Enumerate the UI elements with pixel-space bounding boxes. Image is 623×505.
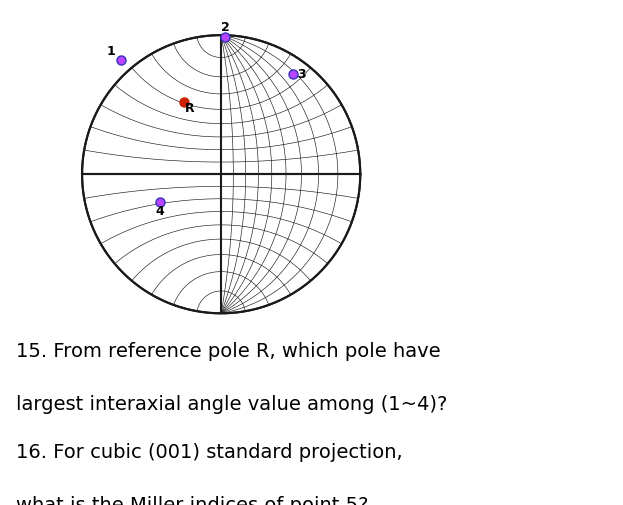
Text: R: R <box>185 103 194 115</box>
Text: 15. From reference pole R, which pole have: 15. From reference pole R, which pole ha… <box>16 342 440 362</box>
Text: what is the Miller indices of point 5?: what is the Miller indices of point 5? <box>16 496 368 505</box>
Text: 16. For cubic (001) standard projection,: 16. For cubic (001) standard projection, <box>16 443 402 462</box>
Text: 3: 3 <box>298 68 306 81</box>
Text: largest interaxial angle value among (1~4)?: largest interaxial angle value among (1~… <box>16 395 447 415</box>
Text: 4: 4 <box>156 205 164 218</box>
Text: 2: 2 <box>221 21 230 34</box>
Text: 1: 1 <box>107 45 116 58</box>
